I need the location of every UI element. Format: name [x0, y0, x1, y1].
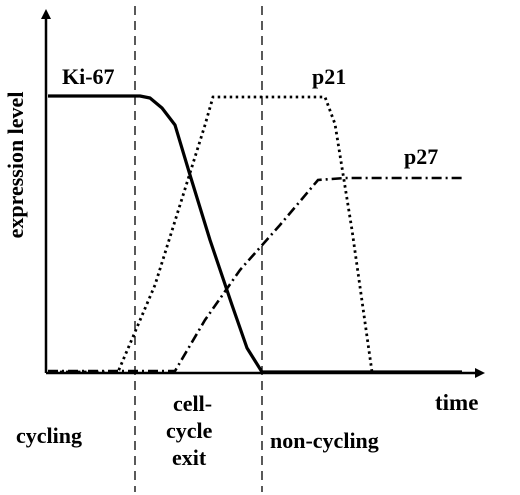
ki67-label: Ki-67 [62, 64, 115, 89]
phase-noncycling-label: non-cycling [270, 428, 379, 453]
phase-cycling-label: cycling [16, 423, 82, 448]
p27-label: p27 [404, 144, 438, 169]
x-axis-label: time [435, 390, 478, 415]
phase-exit-label-line3: exit [172, 445, 207, 470]
p27-curve [48, 176, 462, 373]
phase-exit-label-line1: cell- [173, 391, 212, 416]
y-axis-label: expression level [3, 92, 28, 239]
p21-curve [48, 95, 460, 374]
phase-exit-label-line2: cycle [166, 418, 213, 443]
p21-label: p21 [312, 64, 346, 89]
ki67-curve [48, 94, 462, 374]
